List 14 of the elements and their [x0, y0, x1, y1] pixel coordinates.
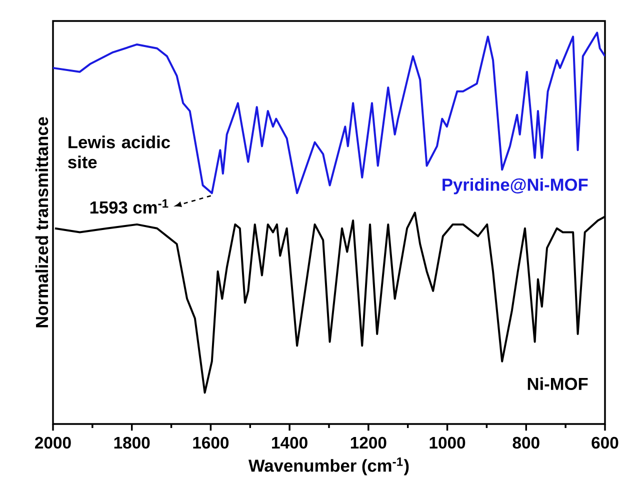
annotation: 1593 cm$^{-1}$ — [90, 199, 168, 214]
series-label: Ni-MOF — [528, 377, 588, 390]
annotation: Lewis acidic site — [68, 136, 170, 168]
x-tick-label: 1600 — [193, 436, 229, 449]
x-tick-label: 1200 — [350, 436, 386, 449]
x-tick-label: 800 — [512, 436, 540, 449]
x-tick-label: 1400 — [272, 436, 308, 449]
y-axis-title: Normalized transmittance — [35, 117, 48, 328]
series-label: Pyridine@Ni-MOF — [442, 178, 588, 194]
x-tick-label: 1800 — [114, 436, 150, 449]
x-tick-label: 600 — [592, 436, 618, 449]
x-axis-title: Wavenumber (cm$^{-1}$) — [248, 458, 409, 476]
x-tick-label: 1000 — [430, 436, 466, 449]
x-tick-label: 2000 — [35, 436, 71, 449]
